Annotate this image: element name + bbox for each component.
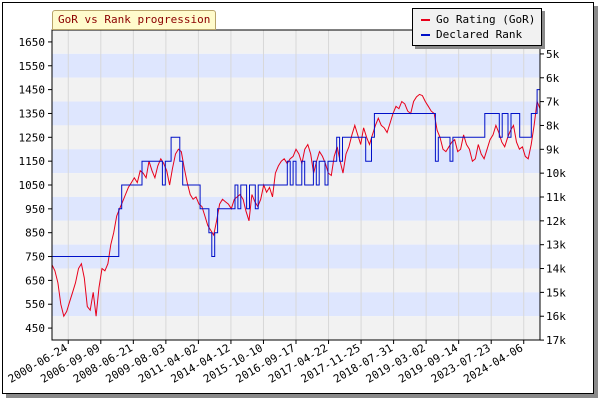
y-tick-label-right: 8k xyxy=(546,119,560,132)
y-tick-label-left: 750 xyxy=(25,251,45,264)
chart-title: GoR vs Rank progression xyxy=(52,10,217,30)
y-tick-label-left: 1350 xyxy=(19,107,46,120)
y-tick-label-right: 6k xyxy=(546,72,560,85)
y-tick-label-right: 11k xyxy=(546,191,566,204)
y-tick-label-right: 14k xyxy=(546,263,566,276)
y-tick-label-left: 1050 xyxy=(19,179,46,192)
legend-swatch-rating xyxy=(421,19,430,21)
x-axis-ticks: 2000-06-242006-09-092008-06-212009-08-03… xyxy=(6,340,525,386)
y-tick-label-right: 13k xyxy=(546,239,566,252)
legend-item-rating: Go Rating (GoR) xyxy=(421,13,535,27)
y-tick-label-left: 1550 xyxy=(19,60,46,73)
y-tick-label-right: 10k xyxy=(546,167,566,180)
y-tick-label-left: 1250 xyxy=(19,131,46,144)
y-tick-label-left: 650 xyxy=(25,274,45,287)
y-tick-label-left: 550 xyxy=(25,298,45,311)
left-axis-ticks: 1650 1550 1450 1350 1250 1150 1050 950 850 750 650… xyxy=(19,36,52,335)
series-line-rating xyxy=(51,93,541,318)
y-tick-label-left: 450 xyxy=(25,322,45,335)
y-tick-label-right: 16k xyxy=(546,310,566,323)
legend: Go Rating (GoR) Declared Rank xyxy=(412,8,542,46)
legend-label-rating: Go Rating (GoR) xyxy=(436,13,536,26)
legend-item-rank: Declared Rank xyxy=(421,28,522,42)
series-line-rank xyxy=(52,89,540,257)
y-tick-label-right: 15k xyxy=(546,286,566,299)
y-tick-label-right: 7k xyxy=(546,96,560,109)
y-tick-label-left: 950 xyxy=(25,203,45,216)
right-axis-ticks: 5k 6k 7k 8k 9k 10k 11k 12k 13k 14k 15k 16k 17k xyxy=(540,48,566,347)
y-tick-label-left: 850 xyxy=(25,227,45,240)
series-lines xyxy=(51,89,541,318)
y-tick-label-right: 17k xyxy=(546,334,566,347)
legend-swatch-rank xyxy=(421,34,430,36)
y-tick-label-left: 1450 xyxy=(19,84,46,97)
y-tick-label-right: 12k xyxy=(546,215,566,228)
y-tick-label-left: 1650 xyxy=(19,36,46,49)
y-tick-label-right: 5k xyxy=(546,48,560,61)
y-tick-label-left: 1150 xyxy=(19,155,46,168)
legend-label-rank: Declared Rank xyxy=(436,28,523,41)
y-tick-label-right: 9k xyxy=(546,143,560,156)
